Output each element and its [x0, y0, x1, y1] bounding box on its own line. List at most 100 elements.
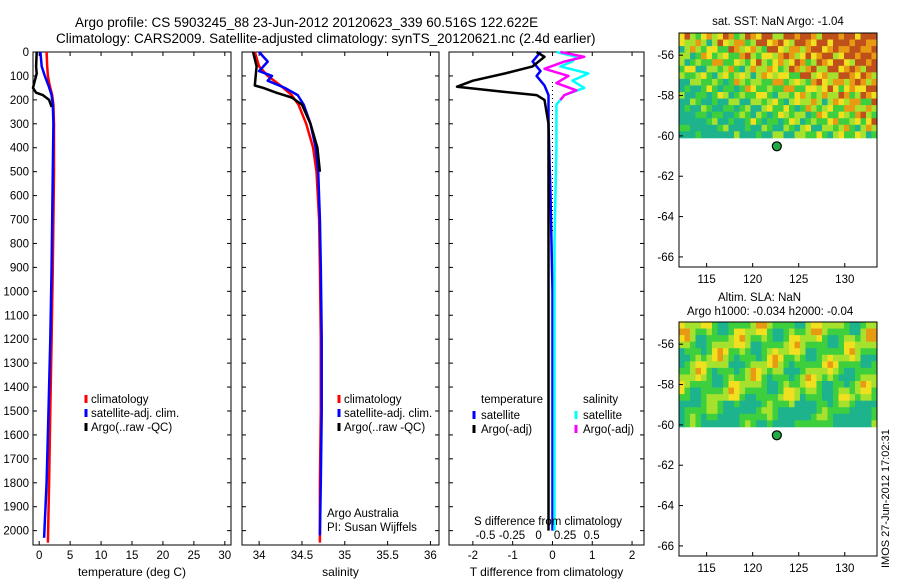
heatmap-cell: [684, 98, 691, 106]
heatmap-cell: [816, 328, 823, 336]
heatmap-cell: [794, 367, 801, 375]
heatmap-cell: [690, 420, 696, 428]
heatmap-cell: [789, 131, 795, 139]
heatmap-cell: [855, 78, 861, 86]
heatmap-cell: [684, 407, 691, 415]
heatmap-cell: [706, 65, 713, 73]
heatmap-cell: [783, 328, 790, 336]
heatmap-cell: [833, 348, 839, 356]
heatmap-cell: [811, 328, 817, 336]
heatmap-cell: [822, 33, 828, 40]
heatmap-cell: [717, 33, 724, 40]
heatmap-cell: [734, 39, 740, 47]
heatmap-cell: [800, 407, 806, 415]
heatmap-cell: [772, 52, 779, 60]
heatmap-cell: [816, 85, 823, 93]
heatmap-cell: [767, 78, 773, 86]
heatmap-cell: [684, 85, 691, 93]
y-tick-label: 800: [10, 238, 29, 250]
heatmap-cell: [778, 341, 784, 349]
heatmap-cell: [827, 111, 834, 119]
heatmap-cell: [745, 394, 751, 402]
heatmap-cell: [723, 33, 729, 40]
heatmap-cell: [717, 394, 724, 402]
heatmap-cell: [739, 111, 746, 119]
heatmap-cell: [833, 39, 839, 47]
heatmap-cell: [849, 33, 856, 40]
heatmap-cell: [734, 52, 740, 60]
heatmap-cell: [761, 387, 768, 395]
heatmap-cell: [811, 52, 817, 60]
heatmap-cell: [849, 98, 856, 106]
heatmap-cell: [849, 59, 856, 67]
heatmap-cell: [849, 328, 856, 336]
heatmap-cell: [794, 33, 801, 40]
heatmap-cell: [783, 361, 790, 369]
heatmap-cell: [695, 33, 702, 40]
heatmap-cell: [690, 59, 696, 67]
legend-label: satellite: [481, 410, 520, 422]
heatmap-cell: [822, 420, 828, 428]
heatmap-cell: [800, 361, 806, 369]
heatmap-cell: [728, 78, 735, 86]
heatmap-cell: [827, 124, 834, 132]
heatmap-cell: [871, 85, 878, 93]
heatmap-cell: [717, 348, 724, 356]
legend-label: satellite-adj. clim.: [91, 408, 179, 420]
heatmap-cell: [811, 341, 817, 349]
heatmap-cell: [756, 400, 762, 408]
y-tick-label: 900: [10, 262, 29, 274]
heatmap-cell: [772, 361, 779, 369]
heatmap-cell: [822, 39, 828, 47]
heatmap-cell: [756, 394, 762, 402]
heatmap-cell: [701, 354, 707, 362]
heatmap-cell: [684, 348, 691, 356]
heatmap-cell: [772, 400, 779, 408]
heatmap-cell: [783, 381, 790, 388]
heatmap-cell: [800, 52, 806, 60]
heatmap-cell: [871, 111, 878, 119]
heatmap-cell: [745, 111, 751, 119]
heatmap-cell: [772, 118, 779, 126]
heatmap-cell: [871, 394, 878, 402]
heatmap-cell: [756, 46, 762, 54]
heatmap-cell: [811, 354, 817, 362]
heatmap-cell: [761, 92, 768, 99]
x-tick-label: 2: [629, 550, 635, 562]
heatmap-cell: [728, 381, 735, 388]
heatmap-cell: [827, 85, 834, 93]
heatmap-cell: [827, 118, 834, 126]
heatmap-cell: [679, 33, 685, 40]
x-tick-label: 35: [338, 550, 351, 562]
heatmap-cell: [800, 322, 806, 329]
heatmap-cell: [783, 92, 790, 99]
heatmap-cell: [783, 420, 790, 428]
heatmap-cell: [822, 105, 828, 113]
heatmap-cell: [866, 335, 872, 343]
heatmap-cell: [833, 341, 839, 349]
heatmap-cell: [712, 105, 718, 113]
heatmap-cell: [728, 65, 735, 73]
heatmap-cell: [767, 46, 773, 54]
heatmap-cell: [800, 105, 806, 113]
heatmap-cell: [849, 374, 856, 382]
heatmap-cell: [789, 105, 795, 113]
heatmap-cell: [833, 33, 839, 40]
heatmap-cell: [723, 341, 729, 349]
heatmap-cell: [717, 328, 724, 336]
heatmap-cell: [756, 413, 762, 421]
heatmap-cell: [816, 413, 823, 421]
heatmap-cell: [712, 387, 718, 395]
heatmap-cell: [690, 387, 696, 395]
difference-panel: -2 -1 0 1 2 T difference from climatology -0.5…: [448, 50, 645, 579]
heatmap-cell: [750, 361, 757, 369]
heatmap-cell: [855, 400, 861, 408]
heatmap-cell: [783, 407, 790, 415]
heatmap-cell: [679, 105, 685, 113]
heatmap-cell: [750, 394, 757, 402]
heatmap-cell: [739, 367, 746, 375]
heatmap-cell: [778, 328, 784, 336]
heatmap-cell: [855, 420, 861, 428]
heatmap-cell: [871, 59, 878, 67]
heatmap-cell: [695, 407, 702, 415]
